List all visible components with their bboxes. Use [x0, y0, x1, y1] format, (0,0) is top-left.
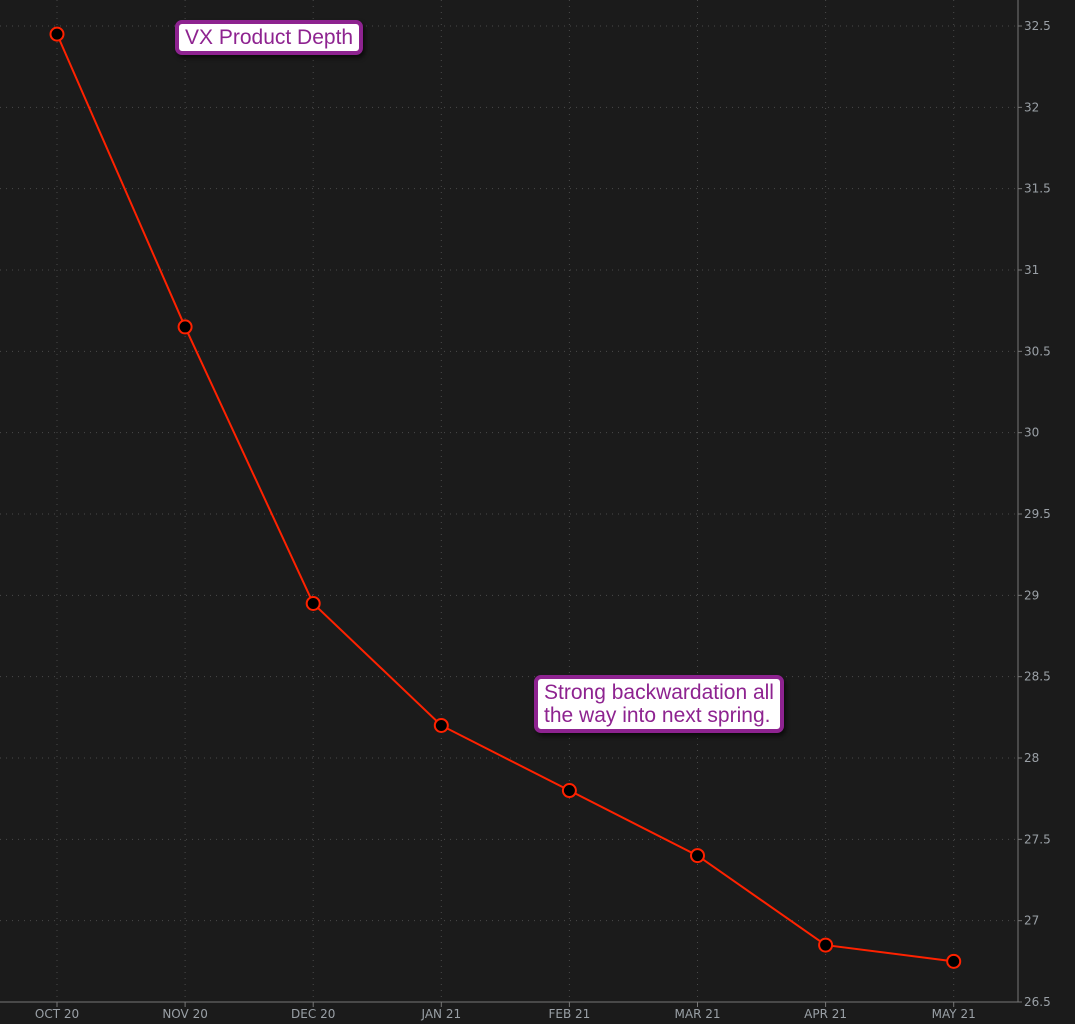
x-tick-label: MAY 21	[932, 1007, 976, 1021]
y-tick-label: 29.5	[1024, 507, 1051, 521]
y-tick-label: 27.5	[1024, 832, 1051, 846]
series-line	[56, 33, 954, 963]
x-tick-label: APR 21	[804, 1007, 847, 1021]
y-tick-label: 29	[1024, 588, 1039, 602]
annotation-backwardation: Strong backwardation all the way into ne…	[534, 675, 784, 733]
x-tick-label: MAR 21	[675, 1007, 721, 1021]
x-tick-label: DEC 20	[291, 1007, 335, 1021]
y-tick-label: 28.5	[1024, 670, 1051, 684]
x-tick-label: FEB 21	[548, 1007, 590, 1021]
y-tick-label: 30	[1024, 426, 1039, 440]
y-tick-label: 31	[1024, 263, 1039, 277]
y-tick-label: 28	[1024, 751, 1039, 765]
y-tick-label: 27	[1024, 914, 1039, 928]
y-tick-label: 32	[1024, 100, 1039, 114]
y-tick-label: 32.5	[1024, 19, 1051, 33]
x-tick-label: JAN 21	[420, 1007, 461, 1021]
x-tick-label: OCT 20	[35, 1007, 79, 1021]
data-point	[946, 953, 962, 969]
chart-title: VX Product Depth	[175, 20, 364, 55]
data-point	[818, 937, 834, 953]
data-point	[433, 717, 449, 733]
y-tick-label: 31.5	[1024, 182, 1051, 196]
data-point	[49, 26, 65, 42]
y-tick-label: 30.5	[1024, 344, 1051, 358]
data-point	[561, 783, 577, 799]
data-point	[690, 848, 705, 864]
data-point	[177, 319, 193, 335]
x-tick-label: NOV 20	[162, 1007, 208, 1021]
data-point	[305, 595, 321, 611]
y-tick-label: 26.5	[1024, 995, 1051, 1009]
